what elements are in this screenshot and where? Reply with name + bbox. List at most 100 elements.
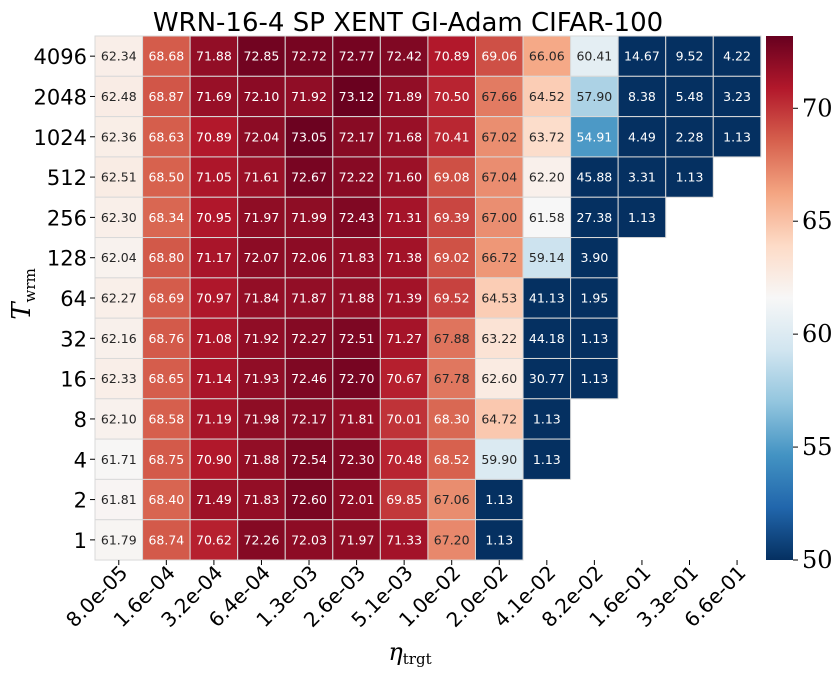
- cell-value-label: 3.23: [723, 89, 751, 104]
- cell-value-label: 59.14: [529, 250, 565, 265]
- heatmap-cell: [94, 156, 144, 198]
- cell-value-label: 71.88: [196, 49, 232, 64]
- colorbar-tick-label: 60: [802, 320, 831, 348]
- cell-value-label: 2.28: [676, 129, 704, 144]
- cell-value-label: 62.33: [101, 371, 137, 386]
- cell-value-label: 44.18: [529, 331, 565, 346]
- heatmap-cell: [142, 438, 191, 480]
- cell-value-label: 68.30: [434, 411, 470, 426]
- cell-value-label: 1.13: [533, 452, 561, 467]
- cell-value-label: 67.20: [434, 532, 470, 547]
- cell-value-label: 61.81: [101, 492, 137, 507]
- heatmap-cell: [189, 277, 239, 319]
- cell-value-label: 62.20: [529, 170, 565, 185]
- cell-value-label: 3.90: [580, 250, 608, 265]
- colorbar-ticks: 50 55 60 65 70: [793, 94, 831, 574]
- cell-value-label: 45.88: [576, 170, 612, 185]
- heatmap-cell: [379, 277, 429, 319]
- cell-value-label: 30.77: [529, 371, 565, 386]
- x-tick-labels: 8.0e-051.6e-043.2e-046.4e-041.3e-032.6e-…: [61, 560, 751, 632]
- cell-value-label: 1.13: [676, 170, 704, 185]
- heatmap-cell: [522, 398, 572, 440]
- cell-value-label: 62.34: [101, 49, 137, 64]
- cell-value-label: 66.06: [529, 49, 565, 64]
- heatmap-cell: [712, 75, 762, 118]
- cell-value-label: 1.13: [580, 371, 608, 386]
- cell-value-label: 68.65: [148, 371, 184, 386]
- x-axis-label-main: η: [388, 638, 403, 666]
- cell-value-label: 68.58: [148, 411, 184, 426]
- cell-value-label: 68.63: [148, 129, 184, 144]
- cell-value-label: 1.13: [485, 492, 513, 507]
- cell-value-label: 70.89: [434, 49, 470, 64]
- heatmap-cell: [570, 317, 619, 359]
- heatmap-cell: [237, 277, 286, 319]
- cell-value-label: 72.27: [291, 331, 327, 346]
- cell-value-label: 71.99: [291, 210, 327, 225]
- heatmap-cell: [332, 196, 381, 239]
- cell-value-label: 68.87: [148, 89, 184, 104]
- y-axis-label-main: T: [7, 301, 37, 320]
- cell-value-label: 59.90: [481, 452, 517, 467]
- cell-value-label: 71.49: [196, 492, 232, 507]
- cell-value-label: 62.60: [481, 371, 517, 386]
- cell-value-label: 64.72: [481, 411, 517, 426]
- cell-value-label: 71.87: [291, 291, 327, 306]
- heatmap-cell: [379, 237, 429, 279]
- y-axis-label: Twrm: [7, 268, 39, 320]
- heatmap-cell: [570, 357, 619, 400]
- heatmap-cell: [332, 438, 381, 480]
- cell-value-label: 67.88: [434, 331, 470, 346]
- cell-value-label: 72.77: [339, 49, 375, 64]
- cell-value-label: 71.69: [196, 89, 232, 104]
- cell-value-label: 68.69: [148, 291, 184, 306]
- heatmap-cell: [570, 277, 619, 319]
- cell-value-label: 71.88: [339, 291, 375, 306]
- y-tick-label: 1024: [34, 126, 87, 150]
- heatmap-cell: [189, 75, 239, 118]
- cell-value-label: 71.89: [386, 89, 422, 104]
- colorbar-tick-label: 50: [802, 546, 831, 574]
- colorbar-tick-label: 55: [802, 433, 831, 461]
- cell-value-label: 67.78: [434, 371, 470, 386]
- cell-value-label: 66.72: [481, 250, 517, 265]
- heatmap-cell: [712, 35, 762, 77]
- heatmap-cell: [522, 438, 572, 480]
- cell-value-label: 71.31: [386, 210, 422, 225]
- heatmap-cell: [379, 519, 429, 561]
- heatmap-cell: [379, 317, 429, 359]
- heatmap-cell: [142, 75, 191, 118]
- cell-value-label: 71.61: [244, 170, 280, 185]
- cell-value-label: 72.22: [339, 170, 375, 185]
- heatmap-cell: [332, 277, 381, 319]
- heatmap-cell: [474, 156, 524, 198]
- heatmap-cell: [427, 156, 476, 198]
- cell-value-label: 71.68: [386, 129, 422, 144]
- cell-value-label: 69.06: [481, 49, 517, 64]
- cell-value-label: 70.50: [434, 89, 470, 104]
- cell-value-label: 71.19: [196, 411, 232, 426]
- cell-value-label: 62.04: [101, 250, 137, 265]
- cell-value-label: 71.08: [196, 331, 232, 346]
- cell-value-label: 4.49: [628, 129, 656, 144]
- cell-value-label: 67.66: [481, 89, 517, 104]
- heatmap-cell: [237, 357, 286, 400]
- cell-value-label: 9.52: [676, 49, 704, 64]
- heatmap-cell: [617, 35, 667, 77]
- cell-value-label: 62.10: [101, 411, 137, 426]
- svg-text:Twrm: Twrm: [7, 268, 39, 320]
- cell-value-label: 71.27: [386, 331, 422, 346]
- cell-value-label: 72.67: [291, 170, 327, 185]
- heatmap-cell: [94, 398, 144, 440]
- heatmap-cell: [189, 116, 239, 158]
- y-tick-label: 32: [60, 327, 87, 351]
- heatmap-cell: [237, 156, 286, 198]
- cell-value-label: 41.13: [529, 291, 565, 306]
- cell-value-label: 71.39: [386, 291, 422, 306]
- cell-value-label: 70.62: [196, 532, 232, 547]
- heatmap-cell: [142, 35, 191, 77]
- heatmap-cell: [237, 398, 286, 440]
- heatmap-cell: [665, 156, 714, 198]
- heatmap-cell: [617, 116, 667, 158]
- heatmap-cell: [570, 196, 619, 239]
